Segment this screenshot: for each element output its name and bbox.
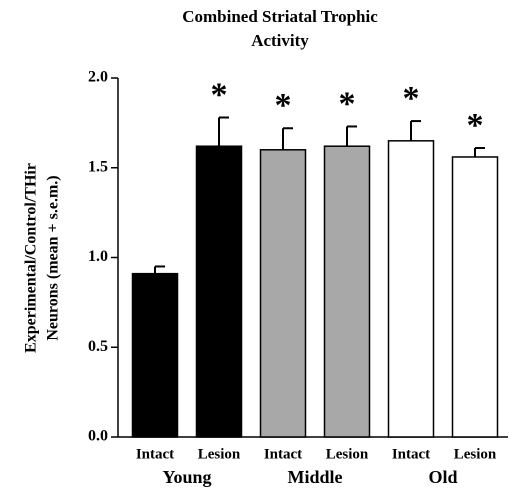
bar [131,272,179,438]
x-tick-label: Lesion [326,446,369,462]
bar [323,145,371,438]
significance-marker: * [275,87,292,124]
y-tick-label: 1.5 [88,158,108,175]
x-tick-label: Intact [136,446,174,462]
y-axis-label: Experimental/Control/THir [23,163,40,353]
group-label: Young [162,467,211,487]
y-tick-label: 2.0 [88,69,108,86]
x-tick-label: Intact [264,446,302,462]
significance-marker: * [211,76,228,113]
y-tick-label: 0.5 [88,338,108,355]
bar [451,156,499,438]
x-tick-label: Intact [392,446,430,462]
significance-marker: * [339,85,356,122]
group-label: Middle [287,467,342,487]
chart-title: Activity [251,31,309,50]
y-axis-label: Neurons (mean + s.e.m.) [45,175,62,340]
y-tick-label: 1.0 [88,248,108,265]
chart-title: Combined Striatal Trophic [182,7,378,26]
y-tick-label: 0.0 [88,428,108,445]
x-tick-label: Lesion [198,446,241,462]
bar [387,140,435,438]
x-tick-label: Lesion [454,446,497,462]
significance-marker: * [467,107,484,144]
bar [259,149,307,438]
bar [195,145,243,438]
group-label: Old [428,467,457,487]
significance-marker: * [403,80,420,117]
